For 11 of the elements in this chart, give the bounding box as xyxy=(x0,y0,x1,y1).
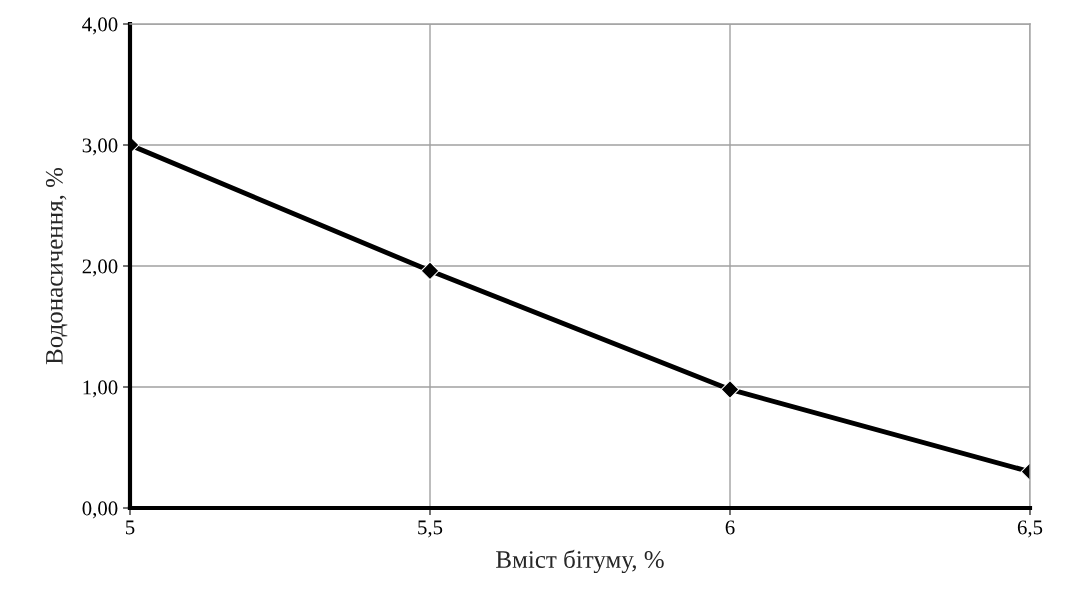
x-axis-title: Вміст бітуму, % xyxy=(496,549,664,574)
y-tick-label: 0,00 xyxy=(82,501,118,519)
x-tick-label: 6 xyxy=(725,520,735,535)
x-tick-label: 5,5 xyxy=(418,520,443,538)
y-tick-label: 1,00 xyxy=(83,380,118,398)
x-tick-label: 6,5 xyxy=(1017,520,1043,538)
x-tick-label: 5 xyxy=(126,520,135,535)
y-tick-label: 2,00 xyxy=(82,259,118,277)
y-tick-label: 3,00 xyxy=(82,138,118,156)
y-tick-label: 4,00 xyxy=(82,17,118,35)
y-axis-title: Водонасичення, % xyxy=(45,167,68,365)
